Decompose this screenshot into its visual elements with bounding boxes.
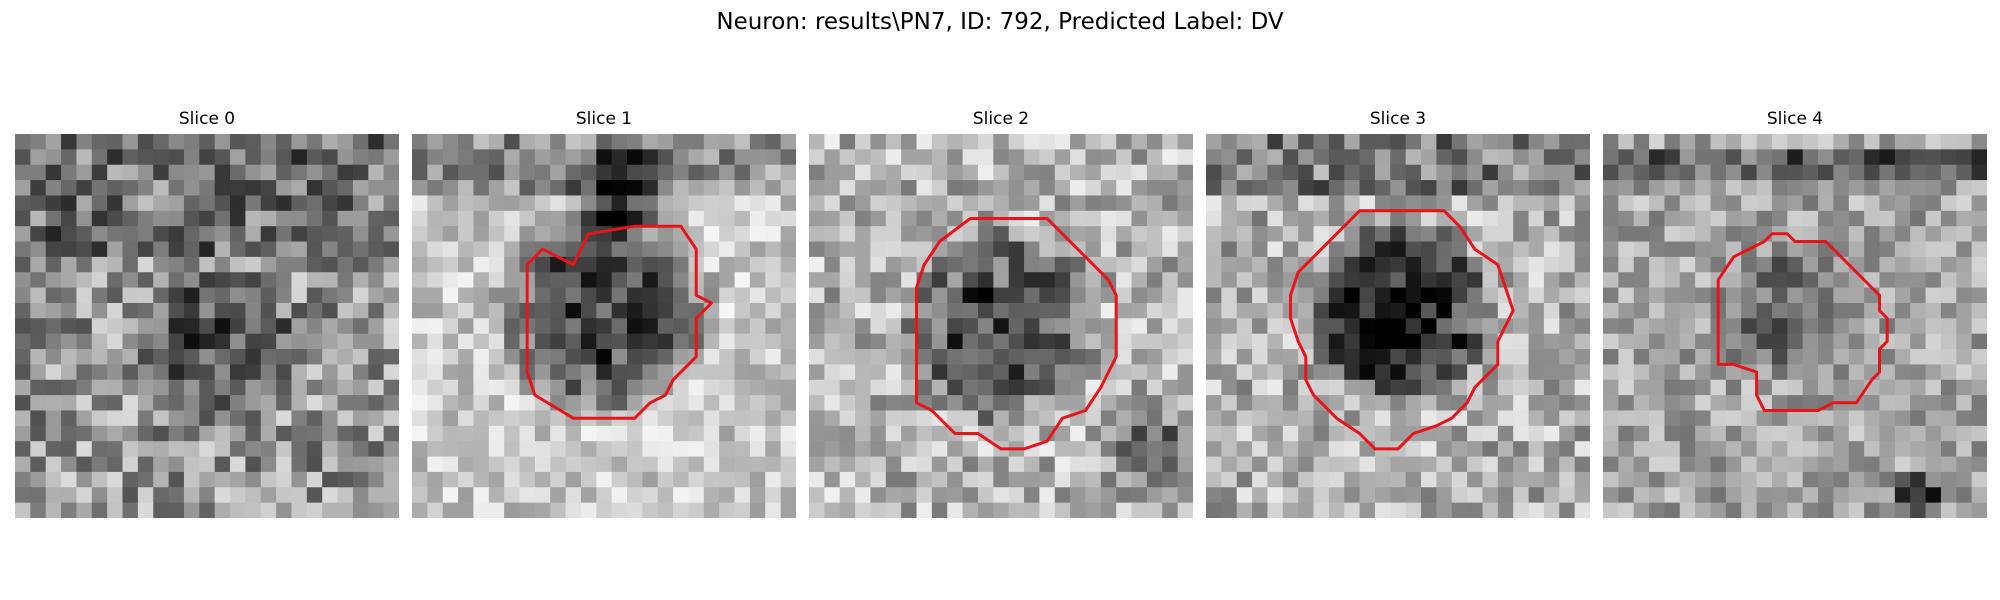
segmentation-contour — [915, 217, 1118, 451]
slice-title: Slice 4 — [1766, 109, 1824, 129]
slice-svg — [809, 134, 1193, 518]
slice-pixels — [1206, 134, 1590, 518]
slice-pixels — [809, 134, 1193, 518]
slice-title: Slice 0 — [178, 109, 236, 129]
slice-pixels — [15, 134, 399, 518]
slice-pixels — [412, 134, 796, 518]
slice-image-0 — [15, 134, 399, 518]
slice-image-4 — [1603, 134, 1987, 518]
slice-svg — [1206, 134, 1590, 518]
segmentation-contour — [1289, 209, 1515, 451]
segmentation-contour — [525, 224, 713, 420]
slice-panel-4: Slice 4 — [1603, 108, 1987, 518]
slice-svg — [412, 134, 796, 518]
slice-panel-3: Slice 3 — [1206, 108, 1590, 518]
figure-title: Neuron: results\PN7, ID: 792, Predicted … — [716, 9, 1284, 35]
slice-pixels — [1603, 134, 1987, 518]
slice-title: Slice 1 — [575, 109, 633, 129]
slice-title: Slice 3 — [1369, 109, 1427, 129]
slice-image-2 — [809, 134, 1193, 518]
slice-image-3 — [1206, 134, 1590, 518]
slice-panel-1: Slice 1 — [412, 108, 796, 518]
slice-svg — [15, 134, 399, 518]
slice-svg — [1603, 134, 1987, 518]
slice-panel-2: Slice 2 — [809, 108, 1193, 518]
slice-title: Slice 2 — [972, 109, 1030, 129]
segmentation-contour — [1716, 232, 1889, 412]
slice-image-1 — [412, 134, 796, 518]
slice-panel-0: Slice 0 — [15, 108, 399, 518]
